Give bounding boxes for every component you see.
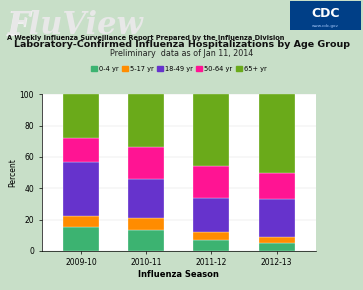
- Bar: [259, 94, 295, 173]
- Bar: [128, 218, 164, 231]
- Text: F: F: [7, 10, 31, 43]
- Bar: [63, 227, 99, 251]
- Bar: [193, 197, 229, 232]
- Legend: 0-4 yr, 5-17 yr, 18-49 yr, 50-64 yr, 65+ yr: 0-4 yr, 5-17 yr, 18-49 yr, 50-64 yr, 65+…: [88, 63, 269, 75]
- Text: Preliminary  data as of Jan 11, 2014: Preliminary data as of Jan 11, 2014: [110, 49, 253, 58]
- Bar: [193, 166, 229, 197]
- Bar: [63, 94, 99, 138]
- Text: Laboratory-Confirmed Influenza Hospitalizations by Age Group: Laboratory-Confirmed Influenza Hospitali…: [13, 40, 350, 49]
- Bar: [128, 148, 164, 179]
- Text: A Weekly Influenza Surveillance Report Prepared by the Influenza Division: A Weekly Influenza Surveillance Report P…: [7, 35, 285, 41]
- Bar: [63, 138, 99, 162]
- Bar: [128, 179, 164, 218]
- Y-axis label: Percent: Percent: [8, 158, 17, 187]
- Bar: [193, 240, 229, 251]
- Bar: [63, 216, 99, 227]
- X-axis label: Influenza Season: Influenza Season: [138, 270, 219, 279]
- Bar: [128, 231, 164, 251]
- Text: www.cdc.gov: www.cdc.gov: [312, 24, 339, 28]
- Bar: [63, 162, 99, 216]
- Bar: [259, 199, 295, 237]
- Text: CDC: CDC: [311, 7, 340, 19]
- Bar: [128, 94, 164, 148]
- Bar: [193, 94, 229, 166]
- Bar: [259, 243, 295, 251]
- Bar: [193, 232, 229, 240]
- Text: FluView: FluView: [7, 10, 143, 41]
- Bar: [259, 173, 295, 199]
- Bar: [259, 237, 295, 243]
